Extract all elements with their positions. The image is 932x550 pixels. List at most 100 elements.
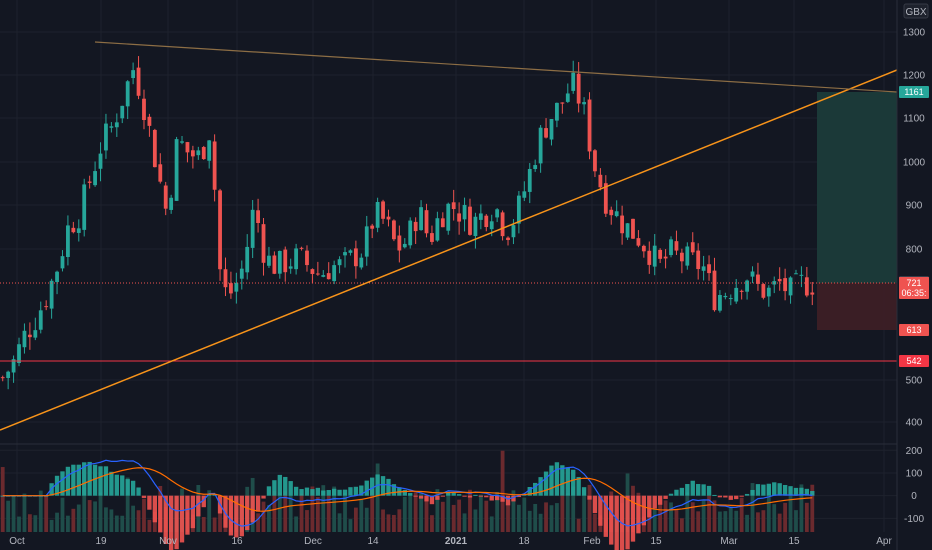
candle-body bbox=[147, 116, 152, 126]
volume-bar bbox=[679, 518, 684, 532]
position-tool[interactable] bbox=[817, 92, 897, 330]
volume-bar bbox=[804, 502, 809, 532]
candle-body bbox=[506, 237, 510, 241]
volume-bar bbox=[533, 503, 538, 532]
volume-bar bbox=[728, 506, 733, 532]
time-tick-label: 16 bbox=[231, 536, 243, 547]
oscillator-bar bbox=[65, 466, 71, 496]
candle-body bbox=[218, 190, 222, 270]
volume-bar bbox=[315, 497, 320, 532]
oscillator-bar bbox=[446, 492, 451, 496]
volume-bar bbox=[723, 511, 728, 532]
candle-body bbox=[370, 225, 375, 229]
indicator-tick-label: -100 bbox=[904, 514, 924, 525]
candle-body bbox=[435, 218, 440, 241]
candle-body bbox=[794, 273, 798, 275]
volume-bar bbox=[114, 515, 119, 532]
price-tag bbox=[899, 86, 929, 98]
volume-bar bbox=[766, 485, 771, 532]
volume-bar bbox=[587, 484, 592, 532]
volume-bar bbox=[343, 492, 347, 532]
price-tick-label: 1000 bbox=[903, 158, 926, 169]
price-tag-countdown: 06:35: bbox=[901, 288, 926, 298]
oscillator-bar bbox=[533, 482, 538, 496]
volume-bar bbox=[386, 514, 391, 532]
oscillator-bar bbox=[158, 495, 163, 533]
volume-bar bbox=[22, 493, 27, 532]
time-tick-label: 2021 bbox=[445, 536, 468, 547]
candle-body bbox=[66, 225, 70, 257]
volume-bar bbox=[131, 505, 136, 532]
volume-bar bbox=[701, 500, 706, 532]
candle-body bbox=[555, 102, 559, 121]
currency-badge[interactable] bbox=[903, 3, 929, 19]
drawings[interactable] bbox=[0, 41, 898, 431]
oscillator-bar bbox=[380, 476, 386, 496]
candle-body bbox=[620, 215, 625, 234]
volume-bar bbox=[267, 505, 271, 532]
candle-body bbox=[701, 266, 706, 271]
candle-body bbox=[576, 73, 581, 104]
candle-body bbox=[658, 249, 663, 259]
volume-bar bbox=[408, 494, 413, 532]
volume-bar bbox=[82, 487, 87, 532]
oscillator-bar bbox=[473, 494, 478, 496]
price-tag bbox=[899, 277, 929, 299]
candle-body bbox=[125, 81, 130, 107]
volume-bar bbox=[500, 450, 505, 532]
signal-line bbox=[2, 467, 813, 512]
candle-body bbox=[473, 216, 478, 237]
volume-bar bbox=[707, 495, 711, 532]
oscillator-bar bbox=[130, 480, 136, 496]
candle-body bbox=[397, 235, 402, 251]
volume-bar bbox=[462, 513, 467, 532]
candle-body bbox=[305, 250, 309, 266]
oscillator-bar bbox=[304, 487, 310, 496]
candle-body bbox=[229, 283, 233, 294]
oscillator-bar bbox=[554, 462, 560, 496]
oscillator-bar bbox=[103, 466, 109, 496]
volume-bar bbox=[98, 492, 103, 532]
candle-body bbox=[0, 377, 5, 379]
volume-bar bbox=[756, 512, 760, 532]
volume-bar bbox=[261, 501, 266, 532]
candle-body bbox=[560, 102, 565, 104]
oscillator-bar bbox=[734, 495, 739, 500]
volume-bar bbox=[218, 504, 222, 532]
candle-body bbox=[234, 282, 239, 292]
candle-body bbox=[190, 150, 195, 157]
candle-body bbox=[223, 269, 228, 288]
volume-bar bbox=[745, 514, 749, 532]
oscillator-bar bbox=[261, 495, 266, 499]
oscillator-bar bbox=[636, 495, 641, 534]
oscillator-bar bbox=[429, 495, 435, 505]
volume-bar bbox=[337, 513, 342, 532]
volume-bar bbox=[799, 484, 804, 532]
price-tag-value: 613 bbox=[906, 325, 921, 335]
candle-body bbox=[696, 250, 701, 270]
price-axis[interactable]: GBX 1300 1200 1100 1000 900 800 500 400 bbox=[903, 3, 929, 429]
candle-body bbox=[93, 171, 97, 186]
oscillator-bar bbox=[71, 464, 76, 496]
candle-body bbox=[136, 67, 141, 96]
candle-body bbox=[343, 252, 347, 256]
oscillator-bar bbox=[723, 495, 728, 498]
oscillator-bar bbox=[663, 495, 668, 499]
volume-bar bbox=[555, 503, 559, 532]
oscillator-bar bbox=[190, 495, 196, 529]
candle-body bbox=[158, 164, 163, 182]
price-tick-label: 800 bbox=[906, 245, 923, 256]
volume-bar bbox=[413, 492, 418, 532]
volume-bar bbox=[810, 484, 815, 532]
volume-bar bbox=[718, 511, 722, 532]
macd-line bbox=[2, 459, 813, 527]
oscillator-bar bbox=[315, 487, 321, 496]
oscillator-bar bbox=[435, 495, 440, 500]
candle-body bbox=[647, 250, 652, 265]
volume-bar bbox=[750, 483, 755, 532]
candle-body bbox=[381, 201, 385, 219]
time-axis[interactable]: Oct 19 Nov 16 Dec 14 2021 18 Feb 15 Mar 15 Apr bbox=[9, 536, 892, 547]
oscillator-bar bbox=[516, 495, 522, 498]
candle-body bbox=[777, 278, 782, 282]
